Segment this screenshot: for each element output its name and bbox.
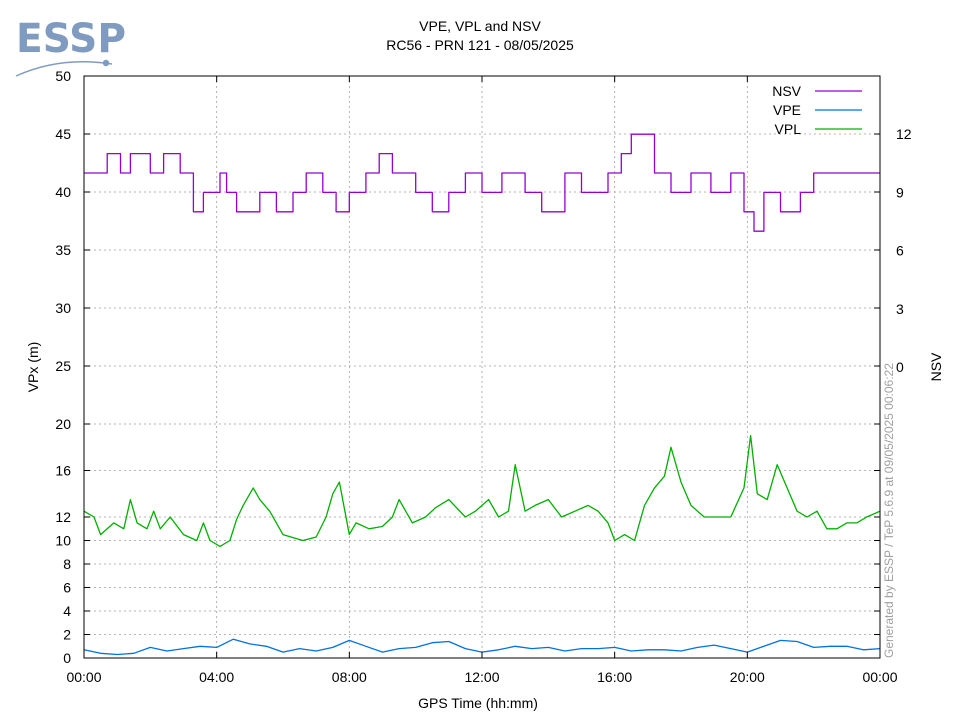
- plot-frame: [83, 75, 881, 659]
- chart-title: VPE, VPL and NSV: [419, 18, 541, 34]
- y-tick-label: 6: [63, 580, 71, 596]
- y-axis-label: VPx (m): [25, 342, 41, 393]
- y-tick-label: 30: [55, 300, 71, 316]
- y-tick-label: 45: [55, 126, 71, 142]
- y-tick-label: 25: [55, 358, 71, 374]
- y2-tick-label: 0: [896, 359, 904, 375]
- x-axis-label: GPS Time (hh:mm): [418, 695, 538, 711]
- x-tick-label: 12:00: [464, 669, 499, 685]
- y-tick-label: 0: [63, 650, 71, 666]
- y2-axis-label: NSV: [928, 352, 944, 381]
- y-tick-label: 50: [55, 68, 71, 84]
- legend-label-vpl: VPL: [775, 121, 802, 137]
- series-line-nsv: [84, 133, 880, 232]
- y2-tick-label: 12: [896, 126, 912, 142]
- y2-tick-label: 9: [896, 184, 904, 200]
- essp-logo: ESSP: [15, 16, 126, 77]
- y2-tick-label: 3: [896, 301, 904, 317]
- y-tick-label: 35: [55, 242, 71, 258]
- y-tick-label: 2: [63, 627, 71, 643]
- logo-orbit-arc: [15, 60, 113, 77]
- x-axis-ticks: 00:00 04:00 08:00 12:00 16:00 20:00 00:00: [66, 76, 898, 685]
- y-tick-label: 40: [55, 184, 71, 200]
- y-tick-label: 12: [55, 509, 71, 525]
- x-tick-label: 20:00: [730, 669, 765, 685]
- y-tick-label: 20: [55, 416, 71, 432]
- y2-axis-ticks: 0 3 6 9 12: [896, 126, 912, 375]
- y-tick-label: 4: [63, 603, 71, 619]
- y-axis-ticks: 0 2 4 6 8 10 12 16 20 25 30 35 40 45 50: [55, 68, 880, 666]
- chart-subtitle: RC56 - PRN 121 - 08/05/2025: [386, 37, 574, 53]
- y-tick-label: 10: [55, 533, 71, 549]
- logo-satellite-dot: [102, 59, 110, 67]
- legend-label-nsv: NSV: [772, 83, 801, 99]
- series-line-vpl: [83, 434, 881, 548]
- generated-by-watermark: Generated by ESSP / TeP 5.6.9 at 09/05/2…: [882, 363, 896, 658]
- x-tick-label: 16:00: [597, 669, 632, 685]
- y-tick-label: 8: [63, 556, 71, 572]
- x-tick-label: 00:00: [862, 669, 897, 685]
- y2-tick-label: 6: [896, 243, 904, 259]
- legend-label-vpe: VPE: [773, 102, 801, 118]
- essp-logo-text: ESSP: [16, 16, 126, 62]
- x-tick-label: 00:00: [66, 669, 101, 685]
- legend: NSV VPE VPL: [772, 83, 862, 137]
- y-tick-label: 16: [55, 463, 71, 479]
- grid-lines: [84, 76, 880, 658]
- x-tick-label: 08:00: [332, 669, 367, 685]
- x-tick-label: 04:00: [199, 669, 234, 685]
